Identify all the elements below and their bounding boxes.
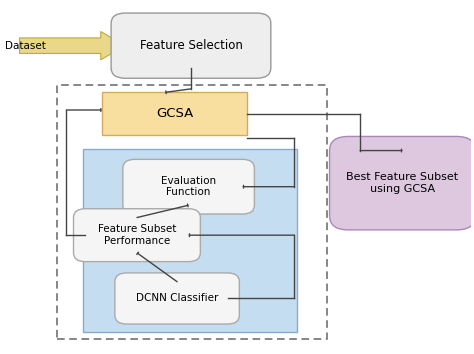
FancyBboxPatch shape (83, 149, 297, 332)
FancyBboxPatch shape (115, 273, 239, 324)
Text: Feature Selection: Feature Selection (139, 39, 242, 52)
Text: Dataset: Dataset (5, 41, 46, 51)
FancyBboxPatch shape (329, 136, 474, 230)
Text: DCNN Classifier: DCNN Classifier (136, 293, 219, 303)
FancyBboxPatch shape (102, 92, 247, 135)
FancyBboxPatch shape (123, 159, 255, 214)
Text: Best Feature Subset
using GCSA: Best Feature Subset using GCSA (346, 172, 458, 194)
Text: Feature Subset
Performance: Feature Subset Performance (98, 224, 176, 246)
Polygon shape (19, 32, 125, 60)
FancyBboxPatch shape (111, 13, 271, 78)
Text: GCSA: GCSA (156, 107, 193, 120)
FancyBboxPatch shape (73, 209, 201, 262)
Text: Evaluation
Function: Evaluation Function (161, 176, 216, 198)
